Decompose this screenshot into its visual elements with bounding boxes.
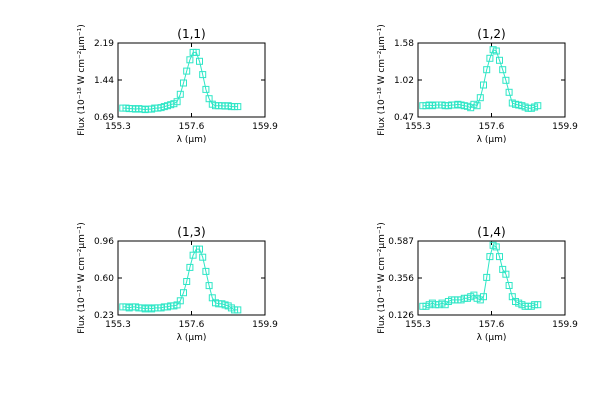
data-point	[473, 102, 481, 110]
x-tick-label: 155.3	[105, 320, 131, 330]
y-tick-label: 0.356	[388, 274, 414, 284]
x-tick-label: 155.3	[105, 122, 131, 132]
data-point	[205, 282, 213, 290]
chart-title: (1,2)	[477, 27, 505, 41]
y-tick-label: 0.23	[94, 311, 114, 321]
data-point	[496, 253, 503, 261]
x-tick-label: 155.3	[405, 320, 431, 330]
data-point	[183, 67, 191, 75]
data-point	[496, 56, 503, 64]
data-point	[483, 66, 491, 74]
y-tick-label: 0.587	[388, 237, 414, 247]
data-point	[534, 102, 542, 110]
x-tick-label: 159.9	[252, 122, 278, 132]
data-point	[492, 243, 500, 251]
data-point	[502, 270, 510, 278]
chart-panel: (1,4) 155.3 157.6 159.9 0.126 0.356 0.587 λ (μm…	[377, 222, 578, 343]
chart-panel: (1,1) 155.3 157.6 159.9 0.69 1.44 2.19 λ (μm) Fl…	[77, 24, 278, 145]
data-point	[186, 56, 194, 64]
data-point	[483, 273, 491, 281]
y-tick-label: 1.44	[94, 76, 114, 86]
x-axis-label: λ (μm)	[177, 135, 207, 145]
data-point	[196, 245, 203, 253]
y-tick-label: 0.96	[94, 237, 114, 247]
y-axis-label: Flux (10⁻¹⁸ W cm⁻²μm⁻¹)	[77, 24, 87, 136]
x-axis-label: λ (μm)	[177, 333, 207, 343]
x-tick-label: 157.6	[479, 122, 505, 132]
chart-panel: (1,3) 155.3 157.6 159.9 0.23 0.60 0.96 λ (μm) Fl…	[77, 222, 278, 343]
data-point	[234, 103, 242, 111]
data-point	[534, 301, 542, 309]
data-point	[476, 94, 484, 102]
y-tick-label: 0.126	[388, 311, 414, 321]
data-point	[173, 98, 181, 106]
y-tick-label: 1.02	[394, 76, 414, 86]
x-axis-label: λ (μm)	[477, 135, 507, 145]
data-point	[199, 253, 207, 261]
data-point	[486, 54, 494, 62]
y-tick-label: 0.47	[394, 113, 414, 123]
x-tick-label: 157.6	[479, 320, 505, 330]
data-point	[505, 88, 513, 96]
data-point	[196, 57, 203, 65]
data-point	[492, 47, 500, 55]
chart-title: (1,3)	[177, 225, 205, 239]
x-tick-label: 159.9	[552, 320, 578, 330]
y-tick-label: 2.19	[94, 39, 114, 49]
data-point	[234, 306, 242, 314]
data-point	[202, 267, 210, 275]
y-tick-label: 0.69	[94, 113, 114, 123]
x-tick-label: 157.6	[179, 122, 205, 132]
x-tick-label: 157.6	[179, 320, 205, 330]
data-point	[202, 85, 210, 93]
data-point	[176, 297, 184, 305]
data-point	[176, 90, 184, 98]
data-point	[192, 48, 200, 56]
data-point	[180, 289, 187, 297]
y-axis-label: Flux (10⁻¹⁸ W cm⁻²μm⁻¹)	[377, 24, 387, 136]
data-point	[199, 71, 207, 79]
data-point	[480, 81, 487, 89]
data-point	[502, 76, 510, 84]
x-tick-label: 159.9	[552, 122, 578, 132]
data-point	[186, 263, 194, 271]
data-point	[505, 282, 513, 289]
chart-title: (1,1)	[177, 27, 205, 41]
y-tick-label: 1.58	[394, 39, 414, 49]
x-axis-label: λ (μm)	[477, 333, 507, 343]
data-point	[183, 278, 191, 285]
data-point	[499, 66, 507, 74]
data-point	[486, 253, 494, 261]
y-tick-label: 0.60	[94, 274, 114, 284]
data-point	[480, 293, 487, 301]
y-axis-label: Flux (10⁻¹⁸ W cm⁻²μm⁻¹)	[77, 222, 87, 334]
chart-title: (1,4)	[477, 225, 505, 239]
y-axis-label: Flux (10⁻¹⁸ W cm⁻²μm⁻¹)	[377, 222, 387, 334]
chart-panel: (1,2) 155.3 157.6 159.9 0.47 1.02 1.58 λ (μm) Fl…	[377, 24, 578, 145]
x-tick-label: 159.9	[252, 320, 278, 330]
x-tick-label: 155.3	[405, 122, 431, 132]
series-line	[422, 49, 538, 109]
data-point	[180, 79, 187, 87]
